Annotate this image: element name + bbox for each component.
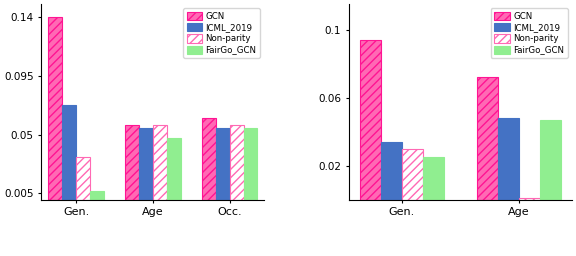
Bar: [62, 104, 76, 200]
Legend: GCN, ICML_2019, Non-parity, FairGo_GCN: GCN, ICML_2019, Non-parity, FairGo_GCN: [491, 8, 567, 58]
Bar: [216, 128, 230, 200]
Bar: [423, 157, 444, 200]
Bar: [125, 125, 139, 200]
Bar: [244, 128, 257, 200]
Bar: [401, 149, 423, 200]
Bar: [519, 198, 540, 200]
Bar: [540, 120, 561, 200]
Bar: [153, 125, 166, 200]
Legend: GCN, ICML_2019, Non-parity, FairGo_GCN: GCN, ICML_2019, Non-parity, FairGo_GCN: [183, 8, 260, 58]
Bar: [498, 118, 519, 200]
Bar: [477, 77, 498, 200]
Bar: [381, 142, 401, 200]
Bar: [359, 40, 381, 200]
Bar: [76, 157, 90, 200]
Bar: [48, 17, 62, 200]
Bar: [202, 118, 216, 200]
Bar: [139, 128, 153, 200]
Bar: [90, 190, 104, 200]
Bar: [166, 138, 180, 200]
Bar: [230, 125, 244, 200]
